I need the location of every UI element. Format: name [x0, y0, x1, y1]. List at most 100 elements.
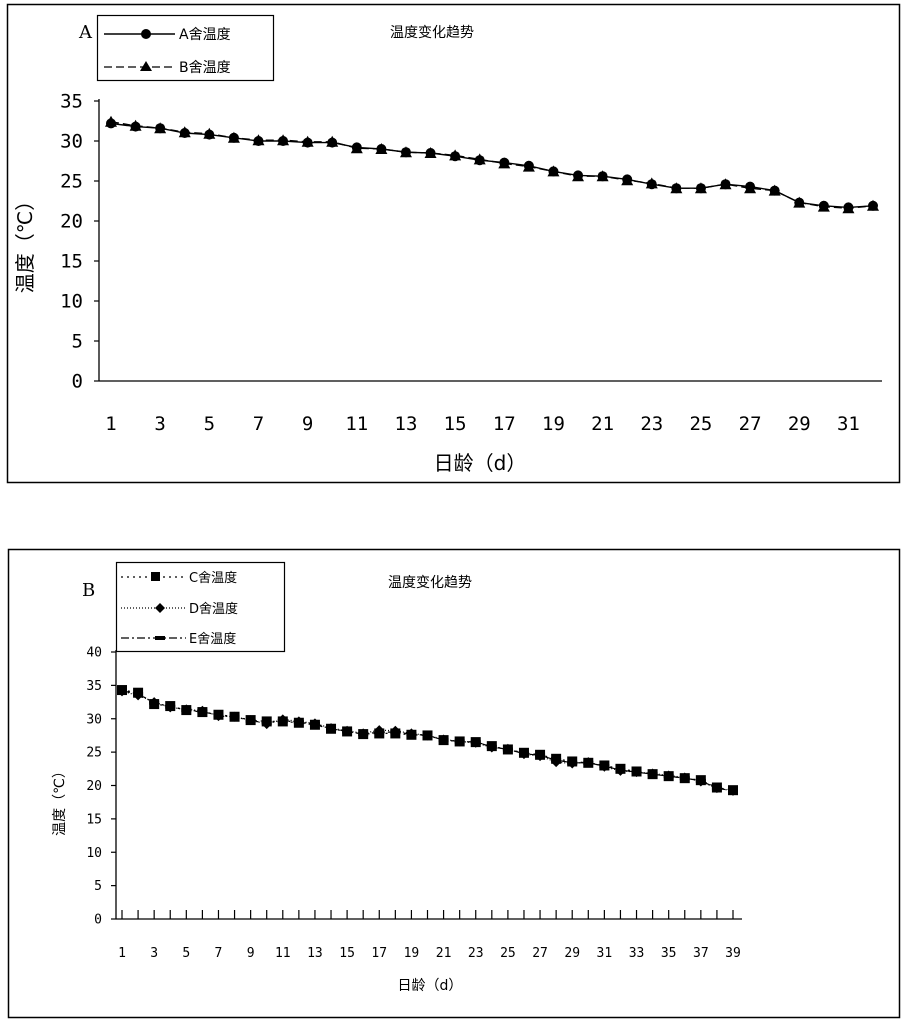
panel-a-frame — [6, 3, 901, 484]
b-point-s2-18 — [390, 730, 401, 735]
b-point-s2-5 — [181, 708, 192, 713]
a-x-tick-label: 1 — [105, 413, 116, 435]
legend-marker-triangle — [140, 61, 152, 71]
b-y-tick-label: 0 — [94, 913, 102, 928]
legend-marker-dash — [155, 636, 165, 640]
b-point-s2-9 — [245, 718, 256, 723]
b-x-tick-label: 17 — [371, 946, 387, 961]
b-point-s2-38 — [711, 786, 722, 791]
b-point-s2-1 — [117, 688, 127, 693]
a-point-s1-24 — [670, 182, 683, 194]
b-x-tick-label: 39 — [725, 946, 741, 961]
a-x-tick-label: 29 — [788, 413, 811, 435]
legend-marker-square — [151, 572, 160, 581]
legend-label-a: A舍温度 — [179, 27, 231, 43]
a-point-s1-2 — [129, 119, 142, 131]
b-point-s2-35 — [663, 774, 674, 779]
a-point-s1-14 — [424, 147, 437, 158]
b-x-tick-label: 13 — [307, 946, 323, 961]
panel-b-title: 温度变化趋势 — [388, 575, 472, 591]
a-x-tick-label: 25 — [689, 413, 712, 435]
b-y-tick-label: 25 — [86, 746, 102, 761]
a-point-s1-5 — [203, 127, 216, 139]
a-point-s1-20 — [572, 170, 585, 182]
b-x-tick-label: 33 — [629, 946, 645, 961]
a-point-s1-18 — [522, 160, 535, 172]
a-x-tick-label: 27 — [739, 413, 762, 435]
legend-marker-circle — [141, 29, 151, 39]
legend-item-e: E舍温度 — [121, 631, 236, 647]
b-point-s2-19 — [406, 732, 417, 737]
a-point-s1-30 — [817, 200, 830, 212]
a-point-s1-23 — [645, 177, 658, 189]
a-point-s1-1 — [105, 115, 117, 127]
b-y-tick-label: 5 — [94, 879, 102, 894]
a-x-tick-label: 19 — [542, 413, 565, 435]
b-point-s2-11 — [277, 718, 288, 723]
a-x-tick-label: 3 — [154, 413, 165, 435]
b-point-s2-23 — [470, 740, 481, 745]
a-x-tick-label: 15 — [444, 413, 467, 435]
a-point-s1-22 — [621, 174, 634, 186]
legend-label-b: B舍温度 — [179, 60, 231, 76]
panel-a-title: 温度变化趋势 — [390, 25, 474, 41]
b-point-s2-34 — [647, 772, 658, 777]
b-point-s2-29 — [567, 760, 578, 765]
panel-b-legend-box — [115, 561, 286, 653]
b-y-tick-label: 15 — [86, 812, 102, 827]
b-x-tick-label: 11 — [275, 946, 291, 961]
b-point-s2-2 — [133, 692, 144, 697]
a-y-tick-label: 5 — [72, 331, 83, 353]
a-x-tick-label: 23 — [640, 413, 663, 435]
a-x-tick-label: 9 — [302, 413, 313, 435]
a-point-s1-6 — [227, 131, 240, 143]
b-point-s2-20 — [422, 733, 433, 738]
b-point-s2-3 — [149, 700, 160, 705]
b-point-s2-33 — [631, 770, 642, 775]
legend-item-c: C舍温度 — [121, 570, 237, 586]
b-point-s2-16 — [358, 732, 369, 737]
b-y-tick-label: 30 — [86, 712, 102, 727]
a-y-tick-label: 20 — [60, 211, 83, 233]
b-point-s2-32 — [615, 768, 626, 773]
b-x-tick-label: 35 — [661, 946, 677, 961]
a-point-s1-19 — [547, 165, 560, 177]
legend-item-d: D舍温度 — [121, 601, 238, 617]
b-x-tick-label: 23 — [468, 946, 484, 961]
b-x-tick-label: 15 — [339, 946, 355, 961]
a-point-s1-21 — [596, 170, 609, 182]
legend-label-c: C舍温度 — [189, 570, 237, 586]
b-x-tick-label: 27 — [532, 946, 548, 961]
b-point-s2-37 — [695, 778, 706, 783]
a-x-tick-label: 11 — [345, 413, 368, 435]
b-y-tick-label: 40 — [86, 646, 102, 661]
legend-label-e: E舍温度 — [189, 631, 236, 647]
a-point-s1-9 — [301, 135, 314, 147]
b-point-s2-24 — [486, 744, 497, 749]
a-point-s1-29 — [793, 196, 806, 208]
b-point-s2-30 — [583, 760, 594, 765]
b-point-s2-7 — [213, 713, 224, 718]
a-x-tick-label: 17 — [493, 413, 516, 435]
b-point-s2-27 — [535, 753, 546, 758]
a-point-s1-3 — [154, 122, 167, 134]
b-point-s2-4 — [165, 704, 176, 709]
b-x-tick-label: 37 — [693, 946, 709, 961]
b-y-tick-label: 10 — [86, 846, 102, 861]
b-point-s2-13 — [309, 722, 320, 727]
b-x-tick-label: 25 — [500, 946, 516, 961]
a-y-tick-label: 0 — [72, 371, 83, 393]
panel-b-letter: B — [82, 580, 95, 601]
b-point-s2-14 — [326, 726, 337, 731]
a-x-tick-label: 13 — [395, 413, 418, 435]
b-x-tick-label: 29 — [564, 946, 580, 961]
b-point-s2-22 — [454, 739, 465, 744]
b-x-tick-label: 7 — [215, 946, 223, 961]
a-point-s1-10 — [326, 135, 339, 147]
b-x-tick-label: 5 — [182, 946, 190, 961]
b-point-s2-25 — [502, 747, 513, 752]
a-point-s1-12 — [375, 143, 388, 154]
